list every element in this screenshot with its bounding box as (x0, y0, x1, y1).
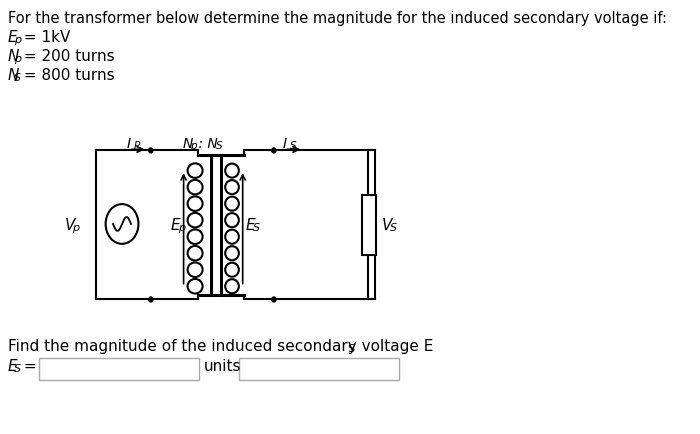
Text: = 200 turns: = 200 turns (19, 49, 114, 64)
Text: E: E (8, 359, 18, 374)
Ellipse shape (188, 180, 202, 194)
Ellipse shape (188, 213, 202, 227)
Text: S: S (290, 141, 296, 151)
Ellipse shape (225, 279, 239, 293)
Text: : N: : N (195, 137, 218, 151)
Text: Find the magnitude of the induced secondary voltage E: Find the magnitude of the induced second… (8, 339, 433, 354)
Text: P: P (134, 141, 140, 151)
Ellipse shape (188, 196, 202, 211)
Bar (239, 358, 400, 380)
Bar (39, 358, 200, 380)
Bar (362, 195, 376, 255)
Text: p: p (190, 141, 197, 151)
Ellipse shape (188, 246, 202, 260)
Ellipse shape (188, 263, 202, 277)
Text: p: p (178, 223, 185, 233)
Text: p: p (72, 223, 79, 233)
Circle shape (272, 297, 276, 302)
Text: E: E (245, 218, 255, 233)
Text: S: S (14, 73, 21, 83)
Text: S: S (14, 364, 21, 374)
Text: S: S (348, 344, 355, 354)
Text: E: E (171, 218, 180, 233)
Ellipse shape (225, 213, 239, 227)
Text: I: I (283, 137, 287, 151)
Text: E: E (8, 30, 18, 45)
Text: = 800 turns: = 800 turns (19, 68, 114, 83)
Text: I: I (127, 137, 131, 151)
Text: units: units (204, 359, 241, 374)
Text: S: S (253, 223, 260, 233)
Text: =: = (19, 359, 36, 374)
Text: V: V (382, 218, 393, 233)
Text: For the transformer below determine the magnitude for the induced secondary volt: For the transformer below determine the … (8, 11, 667, 26)
Circle shape (148, 297, 153, 302)
Ellipse shape (225, 197, 239, 210)
Ellipse shape (188, 279, 202, 293)
Text: = 1kV: = 1kV (19, 30, 70, 45)
Text: S: S (390, 223, 397, 233)
Text: N: N (183, 137, 193, 151)
Circle shape (272, 148, 276, 153)
Ellipse shape (225, 246, 239, 260)
Ellipse shape (225, 180, 239, 194)
Text: N: N (8, 68, 20, 83)
Ellipse shape (225, 230, 239, 244)
Ellipse shape (188, 163, 202, 178)
Ellipse shape (225, 263, 239, 277)
Text: N: N (8, 49, 20, 64)
Text: V: V (64, 218, 75, 233)
Ellipse shape (225, 164, 239, 178)
Circle shape (148, 148, 153, 153)
Text: S: S (216, 141, 222, 151)
Text: p: p (14, 35, 21, 45)
Text: p: p (14, 54, 21, 64)
Ellipse shape (188, 230, 202, 244)
